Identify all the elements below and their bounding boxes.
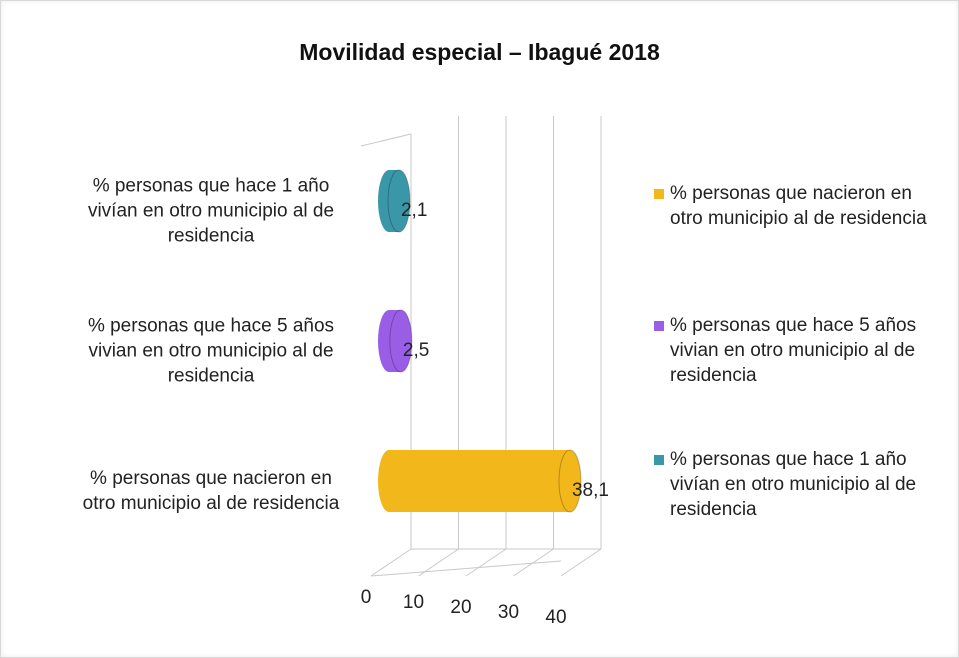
wall-top [360, 133, 412, 147]
bar-end-cap [389, 309, 413, 373]
chart-title: Movilidad especial – Ibagué 2018 [299, 39, 660, 65]
y-tick-label: % personas que nacieron en otro municipi… [82, 468, 340, 514]
legend-label: % personas que hace 1 año vivían en otro… [670, 449, 917, 520]
x-tick-label: 40 [545, 607, 566, 628]
x-tick-label: 20 [450, 597, 471, 618]
y-tick-label: % personas que hace 5 años vivian en otr… [87, 315, 335, 387]
x-tick-label: 30 [498, 602, 519, 623]
bar-end-cap [387, 169, 411, 233]
value-label: 2,1 [401, 200, 427, 221]
legend-item: % personas que hace 5 años vivian en otr… [654, 313, 936, 388]
bar [378, 169, 411, 233]
floor-front [370, 560, 562, 577]
bar-body [389, 450, 570, 512]
y-tick-label: % personas que hace 1 año vivían en otro… [87, 175, 335, 247]
legend-item: % personas que hace 1 año vivían en otro… [654, 447, 936, 522]
legend-swatch [654, 321, 664, 331]
x-tick-label: 0 [361, 587, 372, 608]
floor-line [513, 548, 554, 577]
bar-end-cap [558, 449, 582, 513]
floor-line [560, 548, 602, 577]
legend-item: % personas que nacieron en otro municipi… [654, 181, 936, 231]
x-tick-label: 10 [403, 592, 424, 613]
floor-line [370, 548, 412, 577]
legend-swatch [654, 189, 664, 199]
value-label: 2,5 [403, 340, 429, 361]
floor-line [465, 548, 507, 577]
legend-label: % personas que hace 5 años vivian en otr… [670, 315, 917, 386]
legend-label: % personas que nacieron en otro municipi… [670, 183, 927, 229]
bar [378, 449, 582, 513]
legend-swatch [654, 455, 664, 465]
bar-start-cap [378, 450, 400, 512]
bar [378, 309, 413, 373]
value-label: 38,1 [572, 480, 609, 501]
